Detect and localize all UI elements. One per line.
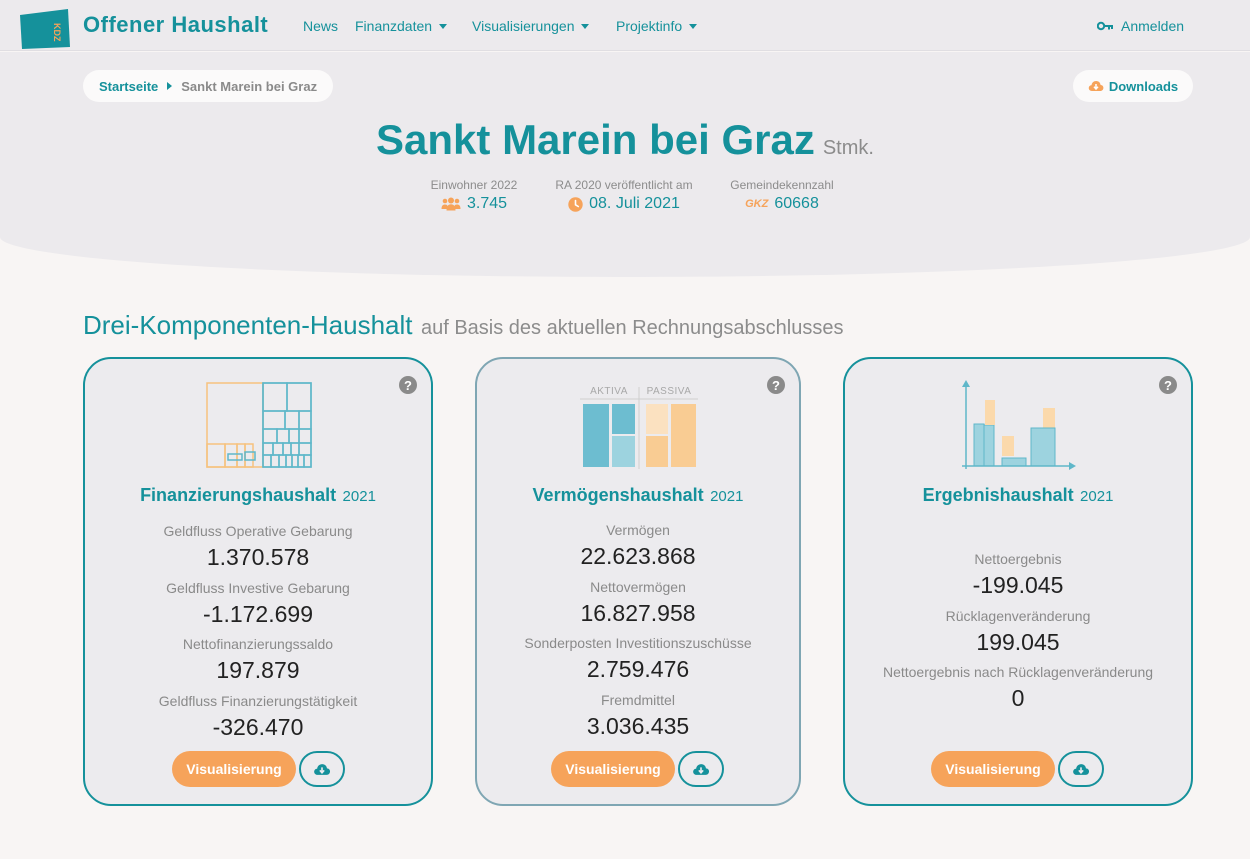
kpi-label: Rücklagenveränderung (945, 608, 1091, 624)
cloud-download-icon (314, 763, 331, 775)
nav-visualisierungen[interactable]: Visualisierungen (472, 18, 590, 34)
nav-news-label: News (303, 18, 339, 34)
question-circle-icon[interactable]: ? (1159, 376, 1177, 394)
downloads-button[interactable]: Downloads (1073, 70, 1193, 102)
clock-icon (568, 196, 583, 212)
cloud-download-icon (1088, 81, 1104, 91)
kpi-label: Geldfluss Operative Gebarung (163, 523, 353, 539)
top-navbar: KDZ Offener Haushalt News Finanzdaten Vi… (0, 0, 1250, 51)
downloads-label: Downloads (1108, 78, 1179, 94)
visualisierung-button[interactable]: Visualisierung (172, 751, 296, 787)
kpi-value: 16.827.958 (580, 600, 696, 626)
card-title: Vermögenshaushalt 2021 (477, 485, 799, 506)
section-heading: Drei-Komponenten-Haushalt auf Basis des … (83, 310, 843, 341)
login-link[interactable]: Anmelden (1097, 18, 1184, 34)
card-finanzierungshaushalt: ? (83, 357, 433, 806)
card-title-main: Finanzierungshaushalt (140, 485, 337, 505)
kdz-logo-icon[interactable]: KDZ (18, 9, 72, 49)
treemap-illustration-icon (206, 382, 312, 468)
cloud-download-icon (1073, 763, 1090, 775)
nav-finanzdaten-label: Finanzdaten (355, 18, 433, 34)
card-download-button[interactable] (1058, 751, 1104, 787)
bar-chart-illustration-icon (962, 380, 1076, 470)
kpi-value: 197.879 (216, 657, 300, 683)
visualisierung-button[interactable]: Visualisierung (551, 751, 675, 787)
caret-down-icon (689, 23, 698, 29)
kpi-label: Fremdmittel (601, 692, 675, 708)
population-label: Einwohner 2022 (430, 178, 518, 192)
state-abbr: Stmk. (822, 137, 874, 159)
card-ergebnishaushalt: ? Ergebnishaushalt 2021 Nettoergebnis -1… (843, 357, 1193, 806)
kpi-value: -1.172.699 (203, 601, 313, 627)
brand-title[interactable]: Offener Haushalt (83, 12, 269, 37)
nav-finanzdaten[interactable]: Finanzdaten (355, 18, 448, 34)
meta-gkz: Gemeindekennzahl GKZ 60668 (718, 178, 846, 213)
breadcrumb-home-link[interactable]: Startseite (99, 78, 159, 94)
breadcrumb-current: Sankt Marein bei Graz (181, 78, 318, 94)
caret-down-icon (581, 23, 590, 29)
kpi-label: Sonderposten Investitionszuschüsse (524, 635, 752, 651)
caret-right-icon (167, 82, 173, 90)
svg-text:PASSIVA: PASSIVA (647, 386, 692, 397)
caret-down-icon (439, 23, 448, 29)
published-value: 08. Juli 2021 (589, 195, 680, 212)
kpi-value: 199.045 (976, 629, 1060, 655)
card-title-main: Vermögenshaushalt (532, 485, 704, 505)
nav-visualisierungen-label: Visualisierungen (472, 18, 575, 34)
kpi-label: Nettoergebnis nach Rücklagenveränderung (882, 664, 1154, 680)
card-title: Finanzierungshaushalt 2021 (85, 485, 431, 506)
gkz-prefix: GKZ (745, 198, 769, 210)
card-title-year: 2021 (710, 488, 744, 505)
card-title: Ergebnishaushalt 2021 (845, 485, 1191, 506)
kpi-label: Nettofinanzierungssaldo (182, 636, 334, 652)
kpi-label: Nettoergebnis (974, 551, 1062, 567)
kpi-value: -199.045 (972, 572, 1064, 598)
card-title-year: 2021 (1080, 488, 1114, 505)
section-title: Drei-Komponenten-Haushalt (83, 310, 413, 340)
section-subtitle: auf Basis des aktuellen Rechnungsabschlu… (420, 317, 844, 339)
card-title-main: Ergebnishaushalt (922, 485, 1074, 505)
card-vermoegenshaushalt: ? AKTIVA PASSIVA Vermögenshaushalt 2021 … (475, 357, 801, 806)
key-icon (1097, 21, 1113, 31)
question-circle-icon[interactable]: ? (399, 376, 417, 394)
meta-published: RA 2020 veröffentlicht am 08. Juli 2021 (538, 178, 710, 213)
nav-projektinfo-label: Projektinfo (616, 18, 683, 34)
published-label: RA 2020 veröffentlicht am (555, 178, 693, 192)
login-label: Anmelden (1121, 18, 1185, 34)
card-download-button[interactable] (299, 751, 345, 787)
users-icon (441, 197, 461, 211)
kpi-label: Geldfluss Investive Gebarung (166, 580, 350, 596)
kpi-value: -326.470 (212, 714, 304, 740)
nav-projektinfo[interactable]: Projektinfo (616, 18, 698, 34)
gkz-value: 60668 (774, 195, 819, 212)
meta-population: Einwohner 2022 3.745 (410, 178, 538, 213)
breadcrumb: Startseite Sankt Marein bei Graz (83, 70, 334, 102)
card-title-year: 2021 (342, 488, 376, 505)
card-download-button[interactable] (678, 751, 724, 787)
question-circle-icon[interactable]: ? (767, 376, 785, 394)
kpi-label: Nettovermögen (590, 579, 686, 595)
kpi-value: 2.759.476 (586, 656, 690, 682)
page-title: Sankt Marein bei Graz Stmk. (0, 116, 1250, 164)
kpi-label: Vermögen (606, 522, 670, 538)
svg-text:AKTIVA: AKTIVA (590, 386, 628, 397)
svg-text:KDZ: KDZ (52, 23, 62, 42)
kpi-value: 22.623.868 (580, 543, 696, 569)
kpi-value: 1.370.578 (206, 544, 310, 570)
visualisierung-button[interactable]: Visualisierung (931, 751, 1055, 787)
municipality-name: Sankt Marein bei Graz (376, 116, 815, 163)
balance-sheet-illustration-icon: AKTIVA PASSIVA (580, 386, 698, 469)
population-value: 3.745 (466, 195, 508, 212)
cloud-download-icon (693, 763, 710, 775)
kpi-label: Geldfluss Finanzierungstätigkeit (158, 693, 358, 709)
nav-news[interactable]: News (303, 18, 338, 34)
kpi-value: 0 (1011, 685, 1025, 711)
gkz-label: Gemeindekennzahl (730, 178, 834, 192)
kpi-value: 3.036.435 (586, 713, 690, 739)
